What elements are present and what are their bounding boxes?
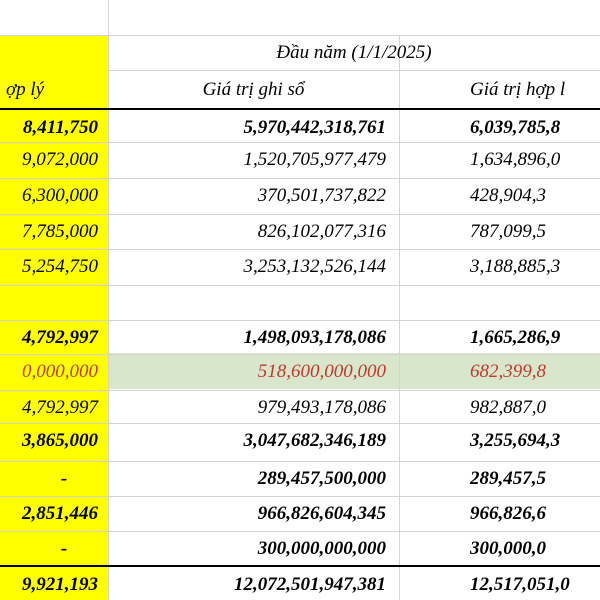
table-cell[interactable]: 3,255,694,3 [470,430,561,451]
table-cell[interactable]: 3,047,682,346,189 [243,430,387,451]
row-divider [108,70,600,71]
table-cell[interactable]: 2,851,446 [22,503,98,524]
col3-header[interactable]: Giá trị hợp l [470,79,566,100]
column-divider [399,35,400,600]
table-cell[interactable]: 1,498,093,178,086 [243,327,387,348]
table-cell[interactable]: 518,600,000,000 [257,361,386,382]
column-divider [108,35,109,600]
table-cell[interactable]: 4,792,997 [22,327,98,348]
table-cell[interactable]: 7,785,000 [22,221,98,242]
table-cell[interactable]: 12,517,051,0 [470,574,570,595]
table-cell[interactable]: 5,970,442,318,761 [243,117,387,138]
row-divider [0,390,600,391]
row-divider [0,531,600,532]
column-divider [108,0,109,35]
table-cell[interactable]: 0,000,000 [22,361,98,382]
table-cell[interactable]: 428,904,3 [470,185,546,206]
table-cell[interactable]: 9,921,193 [22,574,98,595]
highlighted-row-left [0,353,108,389]
table-cell[interactable]: 289,457,5 [470,468,546,489]
row-divider [0,285,600,286]
row-divider [0,249,600,250]
table-cell[interactable]: 12,072,501,947,381 [234,574,386,595]
highlighted-row [108,353,600,389]
table-cell[interactable]: 1,634,896,0 [470,149,561,170]
table-cell[interactable]: 787,099,5 [470,221,546,242]
table-cell[interactable]: 6,039,785,8 [470,117,561,138]
table-cell[interactable]: 966,826,604,345 [257,503,386,524]
table-cell[interactable]: 682,399,8 [470,361,546,382]
table-cell[interactable]: 966,826,6 [470,503,546,524]
row-divider [0,320,600,321]
table-cell[interactable]: 982,887,0 [470,397,546,418]
row-divider [0,461,600,462]
col2-header[interactable]: Giá trị ghi sổ [202,79,305,100]
table-cell[interactable]: 1,665,286,9 [470,327,561,348]
table-cell[interactable]: 4,792,997 [22,397,98,418]
table-cell[interactable]: 9,072,000 [22,149,98,170]
table-cell[interactable]: 289,457,500,000 [257,468,386,489]
table-cell[interactable]: - [60,538,68,559]
row-divider [0,35,600,36]
table-cell[interactable]: 6,300,000 [22,185,98,206]
table-cell[interactable]: 3,188,885,3 [470,256,561,277]
header-bottom-border [0,108,600,110]
table-cell[interactable]: 300,000,000,000 [257,538,386,559]
table-cell[interactable]: 826,102,077,316 [257,221,386,242]
highlight-column [0,35,108,600]
table-cell[interactable]: 3,865,000 [22,430,98,451]
table-cell[interactable]: 979,493,178,086 [257,397,386,418]
table-cell[interactable]: 300,000,0 [470,538,546,559]
table-cell[interactable]: 1,520,705,977,479 [243,149,387,170]
group-header[interactable]: Đầu năm (1/1/2025) [276,42,432,63]
row-divider [0,496,600,497]
table-cell[interactable]: - [60,468,68,489]
row-divider [0,142,600,143]
total-top-border [0,565,600,567]
table-cell[interactable]: 370,501,737,822 [257,185,386,206]
row-divider [0,178,600,179]
table-cell[interactable]: 8,411,750 [23,117,98,138]
row-divider [0,354,600,355]
table-cell[interactable]: 5,254,750 [22,256,98,277]
col1-header[interactable]: ợp lý [6,79,45,100]
row-divider [0,214,600,215]
table-cell[interactable]: 3,253,132,526,144 [243,256,387,277]
row-divider [0,423,600,424]
